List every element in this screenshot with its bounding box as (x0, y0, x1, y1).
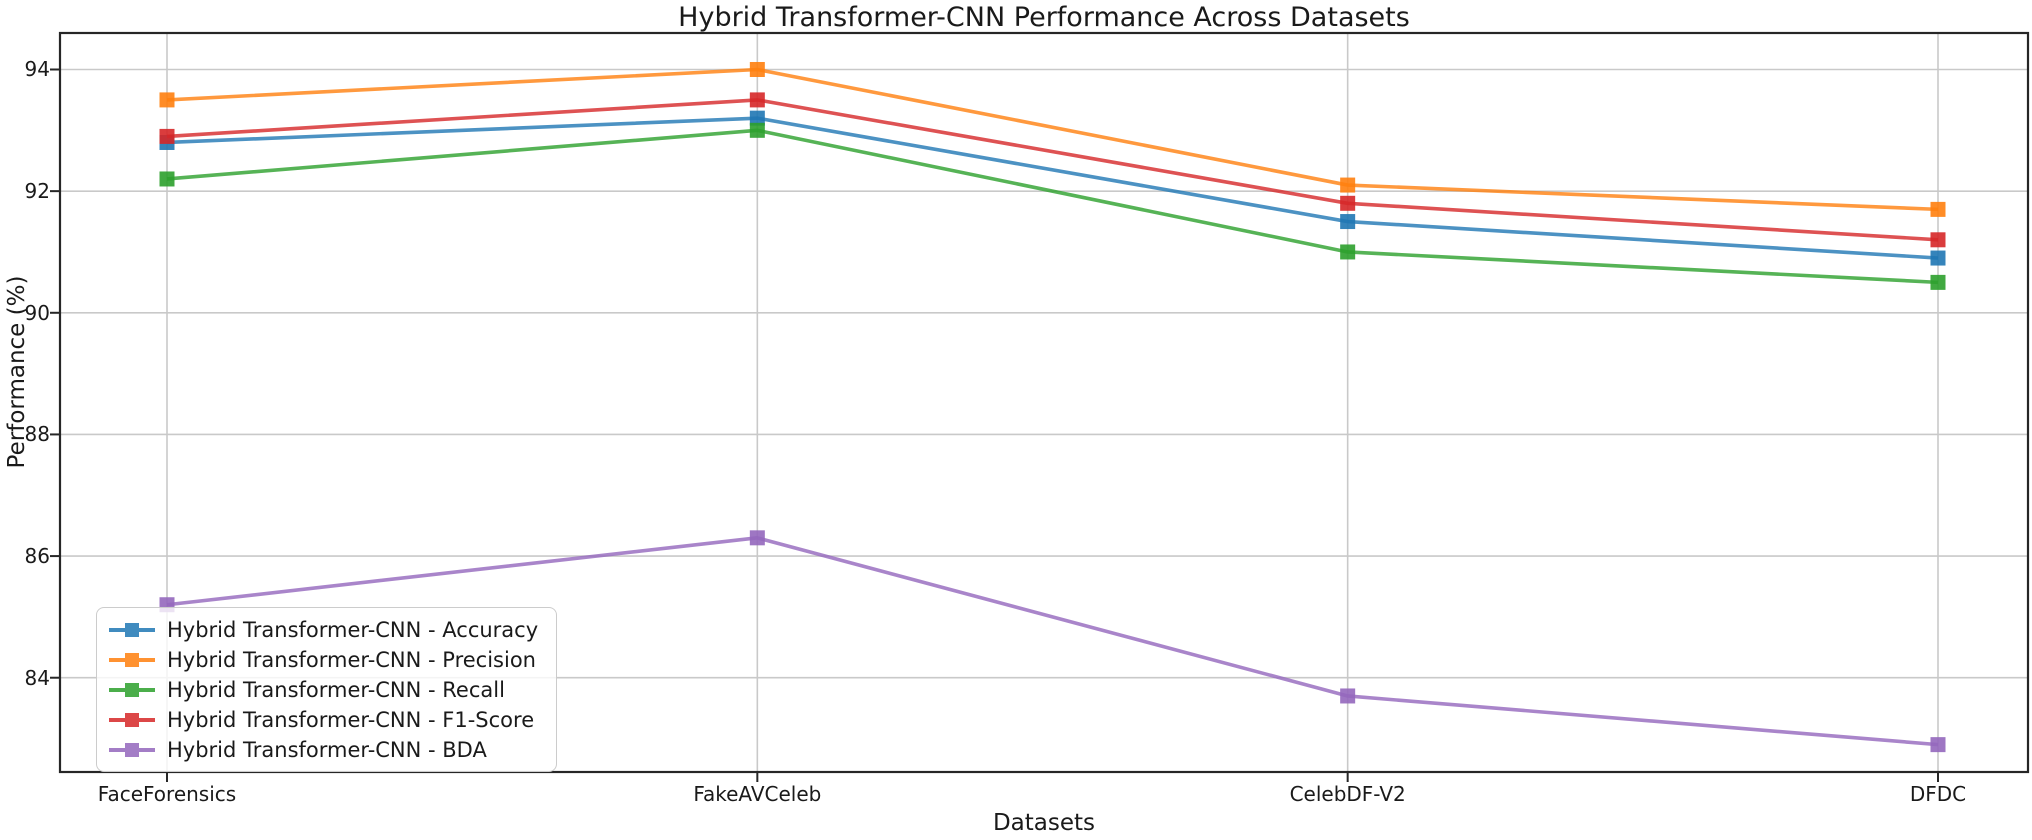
legend-item-bda: Hybrid Transformer-CNN - BDA (109, 737, 538, 762)
square-marker-icon (125, 652, 139, 667)
x-tick-label: FaceForensics (97, 782, 237, 806)
series-line (166, 116, 1939, 260)
data-point-marker (1340, 688, 1356, 704)
data-point-marker (1930, 737, 1946, 753)
y-tick-label: 86 (24, 544, 50, 569)
data-point-marker (749, 61, 765, 77)
legend-label: Hybrid Transformer-CNN - F1-Score (167, 707, 535, 732)
data-point-marker (1930, 274, 1946, 290)
square-marker-icon (125, 622, 139, 637)
legend-label: Hybrid Transformer-CNN - Recall (167, 677, 505, 702)
square-marker-icon (125, 712, 139, 727)
data-point-marker (1340, 195, 1356, 211)
series-line (166, 128, 1939, 285)
data-point-marker (1340, 214, 1356, 230)
square-marker-icon (125, 742, 139, 757)
data-point-marker (159, 128, 175, 144)
data-point-marker (159, 92, 175, 108)
precision-line-swatch (109, 652, 155, 667)
legend-label: Hybrid Transformer-CNN - Precision (167, 647, 536, 672)
chart-title: Hybrid Transformer-CNN Performance Acros… (678, 2, 1410, 33)
data-point-marker (1340, 244, 1356, 260)
data-point-marker (749, 110, 765, 126)
y-tick-label: 84 (24, 665, 50, 690)
data-point-marker (1340, 177, 1356, 193)
series-line (166, 536, 1939, 747)
x-axis-label: Datasets (992, 810, 1096, 836)
axes-frame (58, 31, 2030, 774)
data-point-marker (749, 122, 765, 138)
y-tick-label: 90 (24, 300, 50, 325)
f1-score-line-swatch (109, 712, 155, 727)
accuracy-line-swatch (109, 622, 155, 637)
data-point-marker (1930, 232, 1946, 248)
data-point-marker (159, 171, 175, 187)
data-point-marker (749, 92, 765, 108)
legend-label: Hybrid Transformer-CNN - Accuracy (167, 617, 539, 642)
legend: Hybrid Transformer-CNN - Accuracy Hybrid… (96, 607, 558, 772)
data-point-marker (1930, 201, 1946, 217)
bda-line-swatch (109, 742, 155, 757)
data-point-marker (749, 530, 765, 546)
legend-item-recall: Hybrid Transformer-CNN - Recall (109, 677, 538, 702)
series-line (166, 98, 1939, 242)
data-point-marker (1930, 250, 1946, 266)
y-tick-label: 88 (24, 422, 50, 447)
legend-label: Hybrid Transformer-CNN - BDA (167, 737, 487, 762)
x-tick-label: FakeAVCeleb (693, 782, 822, 806)
y-tick-label: 94 (24, 57, 50, 82)
y-tick-label: 92 (24, 179, 50, 204)
x-tick-label: DFDC (1909, 782, 1967, 806)
legend-item-accuracy: Hybrid Transformer-CNN - Accuracy (109, 617, 538, 642)
square-marker-icon (125, 682, 139, 697)
legend-item-precision: Hybrid Transformer-CNN - Precision (109, 647, 538, 672)
series-line (166, 67, 1939, 212)
legend-item-f1-score: Hybrid Transformer-CNN - F1-Score (109, 707, 538, 732)
recall-line-swatch (109, 682, 155, 697)
x-tick-label: CelebDF-V2 (1289, 782, 1406, 806)
